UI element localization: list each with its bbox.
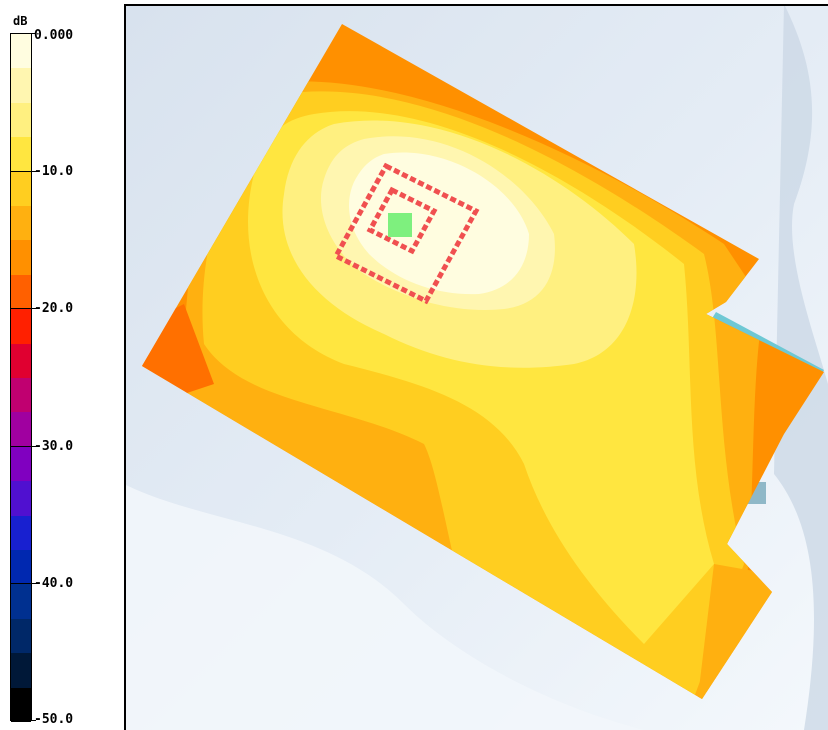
colorbar-swatch (11, 412, 31, 448)
peak-location-marker (388, 213, 412, 237)
phantom-shadow (124, 484, 644, 730)
colorbar-swatch (11, 653, 31, 689)
colorbar-scale (10, 33, 32, 723)
colorbar-swatch (11, 171, 31, 207)
colorbar-swatch (11, 446, 31, 482)
colorbar-tick-label: -40.0 (34, 576, 74, 592)
colorbar-swatch (11, 274, 31, 310)
colorbar-swatch (11, 550, 31, 585)
colorbar-tick-mark (10, 445, 36, 447)
colorbar-swatch (11, 240, 31, 276)
colorbar-swatch (11, 618, 31, 654)
colorbar-unit-label: dB (13, 14, 28, 28)
colorbar-tick-label: -30.0 (34, 438, 74, 454)
colorbar-swatch (11, 378, 31, 413)
inner-contour-marker (366, 186, 438, 255)
colorbar-swatch (11, 309, 31, 345)
colorbar-swatch (11, 343, 31, 379)
colorbar-tick-mark (10, 583, 36, 585)
sar-distribution-map (124, 4, 828, 730)
colorbar-tick-label: -20.0 (34, 301, 74, 317)
colorbar-legend: dB 0.000 -10.0 -20.0 -30.0 -40.0 -50.0 (0, 0, 120, 730)
colorbar-tick-mark (10, 33, 36, 34)
colorbar-tick-label: -10.0 (34, 163, 74, 179)
colorbar-tick-label: 0.000 (34, 28, 74, 43)
colorbar-tick-mark (10, 308, 36, 310)
colorbar-swatch (11, 34, 31, 69)
colorbar-swatch (11, 584, 31, 620)
colorbar-tick-label: -50.0 (34, 712, 74, 727)
contour-markers (332, 162, 480, 305)
outer-contour-marker (332, 162, 480, 305)
colorbar-swatch (11, 687, 31, 723)
colorbar-swatch (11, 68, 31, 104)
colorbar-swatch (11, 206, 31, 241)
colorbar-swatch (11, 481, 31, 517)
colorbar-swatch (11, 515, 31, 551)
colorbar-swatch (11, 137, 31, 173)
colorbar-tick-mark (10, 720, 36, 721)
colorbar-tick-mark (10, 170, 36, 172)
colorbar-swatch (11, 102, 31, 138)
